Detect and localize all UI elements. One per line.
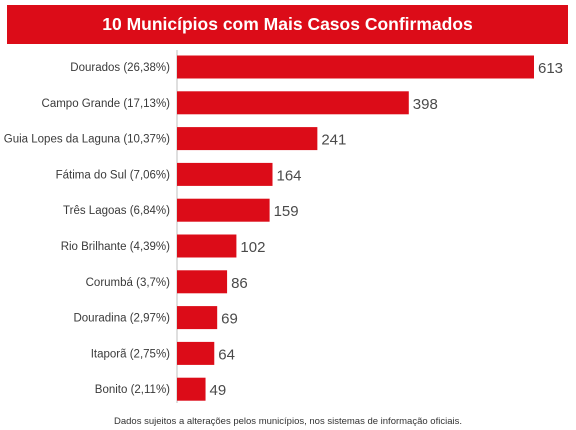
category-label: Corumbá (3,7%) bbox=[86, 277, 171, 289]
value-label: 64 bbox=[218, 346, 235, 363]
value-label: 86 bbox=[231, 275, 248, 292]
category-label: Dourados (26,38%) bbox=[70, 62, 170, 74]
bar bbox=[177, 306, 218, 330]
chart-title: 10 Municípios com Mais Casos Confirmados bbox=[7, 5, 568, 44]
category-label: Itaporã (2,75%) bbox=[91, 348, 170, 360]
category-label: Bonito (2,11%) bbox=[95, 384, 170, 396]
value-label: 398 bbox=[413, 96, 438, 113]
category-label: Três Lagoas (6,84%) bbox=[63, 205, 170, 217]
category-label: Fátima do Sul (7,06%) bbox=[56, 169, 171, 181]
bar bbox=[177, 198, 270, 222]
value-label: 49 bbox=[210, 382, 227, 399]
bar bbox=[177, 127, 318, 151]
bar bbox=[177, 377, 206, 401]
value-label: 69 bbox=[221, 311, 238, 328]
category-label: Guia Lopes da Laguna (10,37%) bbox=[4, 134, 170, 146]
value-label: 102 bbox=[240, 239, 265, 256]
value-label: 159 bbox=[274, 203, 299, 220]
category-label: Campo Grande (17,13%) bbox=[42, 98, 171, 110]
bar bbox=[177, 91, 409, 115]
bar bbox=[177, 270, 228, 294]
bar bbox=[177, 55, 534, 79]
bar bbox=[177, 234, 237, 258]
value-label: 613 bbox=[538, 60, 563, 77]
bar bbox=[177, 162, 273, 186]
category-label: Rio Brilhante (4,39%) bbox=[61, 241, 170, 253]
category-label: Douradina (2,97%) bbox=[73, 313, 170, 325]
value-label: 241 bbox=[321, 132, 346, 149]
footnote: Dados sujeitos a alterações pelos municí… bbox=[114, 416, 462, 427]
bar bbox=[177, 341, 215, 365]
value-label: 164 bbox=[277, 167, 302, 184]
